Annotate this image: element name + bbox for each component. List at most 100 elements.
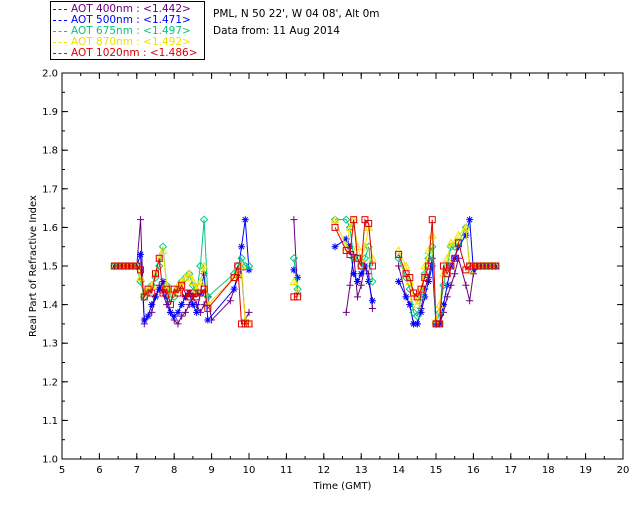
y-tick-label: 1.2 — [42, 377, 58, 388]
data-point-870nm — [184, 269, 194, 278]
data-point-675nm — [244, 261, 254, 271]
data-point-500nm — [159, 277, 167, 285]
data-point-1020nm — [488, 262, 496, 270]
data-point-1020nm — [439, 262, 447, 270]
data-point-1020nm — [137, 266, 145, 274]
data-point-1020nm — [185, 293, 193, 301]
data-point-1020nm — [432, 320, 440, 328]
data-point-1020nm — [144, 285, 152, 293]
data-point-1020nm — [196, 289, 204, 297]
x-tick-label: 18 — [542, 465, 555, 476]
data-point-500nm — [189, 301, 197, 309]
data-point-500nm — [200, 270, 208, 278]
data-point-870nm — [409, 292, 418, 301]
data-point-500nm — [166, 308, 174, 316]
data-point-870nm — [427, 230, 437, 239]
legend-label: AOT 1020nm : <1.486> — [71, 47, 198, 59]
data-point-1020nm — [294, 293, 302, 301]
data-point-870nm — [240, 315, 250, 324]
data-point-870nm — [420, 261, 430, 270]
data-point-1020nm — [129, 262, 137, 270]
data-point-870nm — [158, 246, 168, 255]
data-point-1020nm — [166, 301, 174, 309]
data-point-400nm — [466, 297, 474, 305]
data-point-1020nm — [492, 262, 500, 270]
data-point-500nm — [185, 289, 193, 297]
plot-frame — [61, 72, 624, 460]
x-tick-label: 14 — [392, 465, 405, 476]
data-point-1020nm — [447, 262, 455, 270]
y-tick-label: 1.1 — [42, 416, 58, 427]
data-point-870nm — [136, 273, 145, 282]
data-point-870nm — [173, 280, 183, 289]
data-point-500nm — [140, 316, 148, 324]
x-tick-label: 17 — [504, 465, 517, 476]
data-point-400nm — [342, 308, 350, 316]
data-point-1020nm — [402, 270, 410, 278]
data-point-870nm — [237, 261, 246, 270]
x-tick-label: 10 — [243, 465, 256, 476]
data-point-1020nm — [290, 293, 298, 301]
data-point-1020nm — [133, 262, 141, 270]
data-point-500nm — [174, 308, 182, 316]
data-point-400nm — [462, 281, 470, 289]
data-point-870nm — [162, 280, 172, 289]
data-point-500nm — [178, 301, 186, 309]
y-axis-label: Real Part of Refractive Index — [28, 195, 39, 337]
y-tick-label: 1.6 — [42, 223, 58, 234]
data-point-870nm — [188, 276, 198, 285]
data-point-500nm — [152, 293, 159, 301]
data-point-1020nm — [200, 285, 208, 293]
data-point-1020nm — [118, 262, 126, 270]
data-point-1020nm — [466, 262, 474, 270]
data-point-870nm — [289, 276, 299, 285]
data-point-500nm — [353, 277, 361, 285]
data-point-1020nm — [425, 262, 433, 270]
data-point-1020nm — [477, 262, 485, 270]
data-point-500nm — [204, 316, 212, 324]
data-point-1020nm — [331, 223, 339, 231]
data-point-1020nm — [357, 262, 365, 270]
legend-swatch — [53, 52, 67, 54]
data-point-675nm — [368, 277, 377, 286]
data-point-500nm — [346, 243, 354, 251]
data-point-675nm — [413, 311, 422, 321]
y-tick-label: 1.9 — [42, 107, 58, 118]
data-point-500nm — [241, 216, 249, 224]
series-line-870nm — [334, 217, 373, 260]
y-tick-label: 1.4 — [42, 300, 58, 311]
data-point-870nm — [401, 261, 411, 270]
data-point-500nm — [395, 277, 403, 285]
data-point-1020nm — [204, 304, 212, 312]
data-point-500nm — [439, 301, 447, 309]
y-tick-label: 1.8 — [42, 146, 58, 157]
data-point-870nm — [181, 273, 190, 282]
series-line-1020nm — [114, 258, 249, 325]
data-point-1020nm — [152, 270, 159, 278]
data-point-870nm — [439, 269, 448, 278]
y-tick-label: 1.7 — [42, 184, 58, 195]
data-point-870nm — [461, 222, 471, 231]
x-tick-label: 5 — [59, 465, 65, 476]
data-point-1020nm — [413, 293, 421, 301]
data-point-870nm — [169, 288, 179, 297]
data-point-500nm — [148, 301, 156, 309]
data-point-400nm — [346, 281, 354, 289]
x-tick-label: 19 — [579, 465, 592, 476]
data-point-1020nm — [170, 285, 178, 293]
data-point-1020nm — [484, 262, 492, 270]
data-point-1020nm — [365, 220, 373, 228]
data-point-1020nm — [410, 289, 418, 297]
data-point-870nm — [364, 222, 374, 231]
x-tick-label: 6 — [96, 465, 102, 476]
data-point-1020nm — [159, 289, 167, 297]
data-point-400nm — [181, 308, 189, 316]
data-point-1020nm — [350, 216, 358, 224]
data-point-675nm — [155, 261, 164, 271]
data-point-1020nm — [406, 274, 414, 282]
data-point-1020nm — [122, 262, 130, 270]
data-point-400nm — [451, 270, 459, 278]
legend: AOT 400nm : <1.442> AOT 500nm : <1.471> … — [50, 1, 205, 60]
x-tick-label: 8 — [171, 465, 177, 476]
